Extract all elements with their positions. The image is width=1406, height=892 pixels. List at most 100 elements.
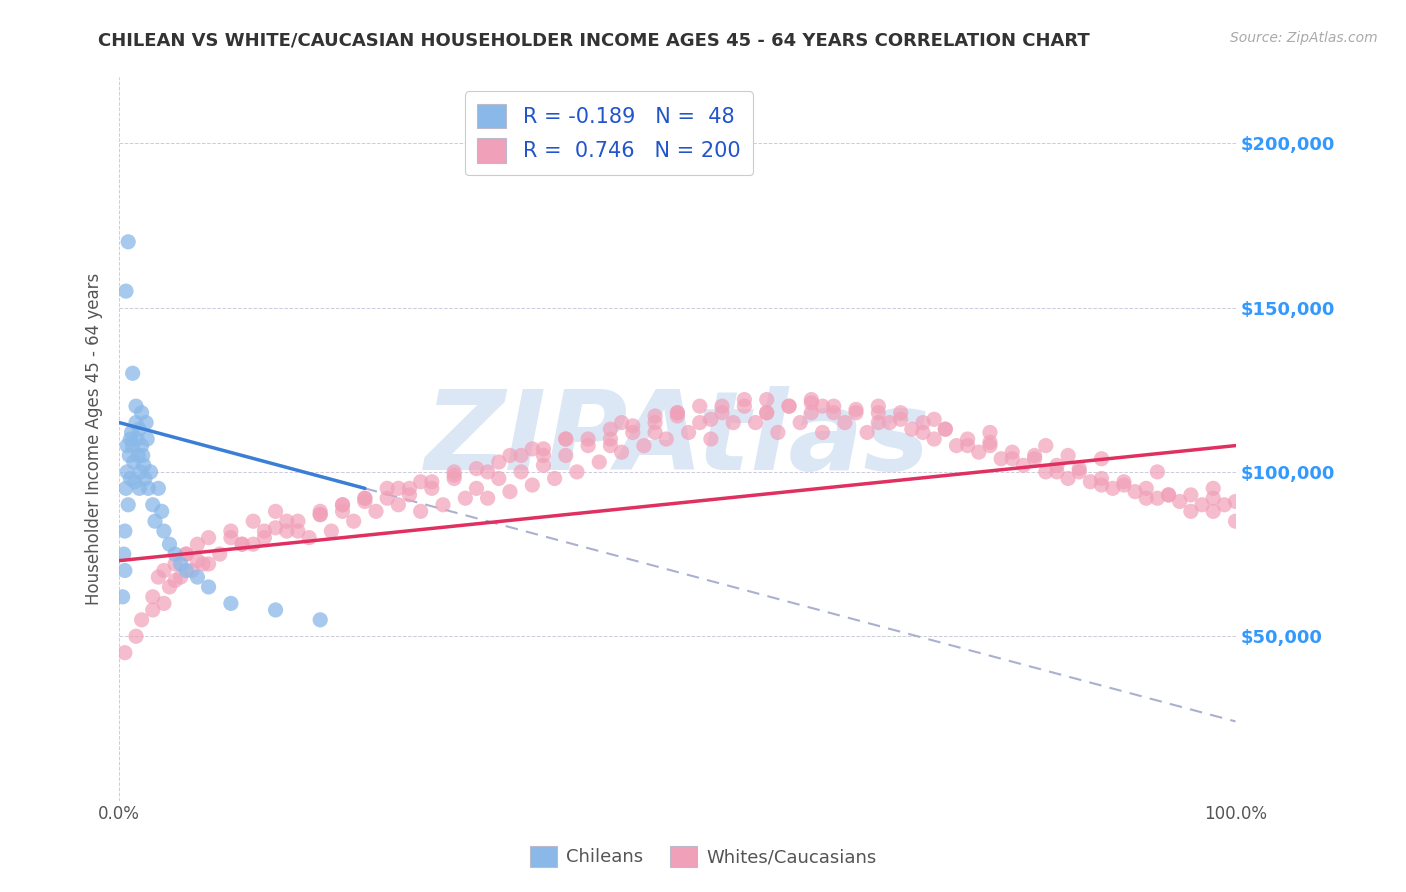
Point (364, 504, 387, 518)
Point (276, 514, 298, 528)
Point (174, 547, 197, 561)
Point (124, 475, 146, 489)
Point (890, 406, 912, 420)
Point (1225, 494, 1247, 508)
Point (135, 416, 157, 430)
Point (644, 416, 666, 430)
Point (387, 481, 409, 495)
Point (112, 547, 135, 561)
Point (599, 432, 621, 446)
Point (409, 504, 432, 518)
Point (332, 504, 354, 518)
Point (956, 432, 979, 446)
Point (1057, 449, 1080, 463)
Point (610, 445, 633, 459)
Point (159, 580, 181, 594)
Point (1080, 475, 1102, 489)
Point (242, 514, 264, 528)
Point (420, 481, 443, 495)
Point (510, 449, 533, 463)
Point (121, 439, 143, 453)
Point (465, 461, 488, 475)
Point (150, 504, 173, 518)
Point (979, 435, 1001, 450)
Point (132, 458, 155, 473)
Point (811, 399, 834, 413)
Point (1090, 478, 1112, 492)
Point (120, 471, 142, 485)
Point (1191, 498, 1213, 512)
Point (554, 449, 576, 463)
Point (1146, 465, 1168, 479)
Point (1180, 504, 1202, 518)
Point (811, 425, 834, 440)
Point (666, 406, 689, 420)
Point (588, 455, 610, 469)
Point (120, 432, 142, 446)
Point (1057, 471, 1080, 485)
Point (1112, 478, 1135, 492)
Point (1123, 484, 1146, 499)
Point (332, 498, 354, 512)
Point (131, 406, 153, 420)
Text: ZIPAtlas: ZIPAtlas (425, 385, 931, 492)
Point (125, 399, 148, 413)
Point (165, 557, 187, 571)
Point (465, 481, 488, 495)
Point (1135, 481, 1157, 495)
Point (159, 537, 181, 551)
Point (911, 416, 934, 430)
Point (169, 570, 191, 584)
Point (554, 432, 576, 446)
Point (1157, 488, 1180, 502)
Point (644, 409, 666, 423)
Point (127, 432, 149, 446)
Point (934, 422, 956, 436)
Point (711, 399, 734, 413)
Point (287, 514, 309, 528)
Point (197, 580, 219, 594)
Point (298, 531, 321, 545)
Point (136, 481, 159, 495)
Point (165, 547, 187, 561)
Point (443, 468, 465, 483)
Point (934, 422, 956, 436)
Point (1024, 451, 1046, 466)
Point (231, 537, 253, 551)
Point (744, 416, 766, 430)
Point (576, 439, 599, 453)
Point (845, 406, 868, 420)
Point (1012, 458, 1035, 473)
Point (1135, 491, 1157, 506)
Point (387, 498, 409, 512)
Point (165, 574, 187, 588)
Point (621, 425, 644, 440)
Point (186, 537, 208, 551)
Point (1090, 451, 1112, 466)
Point (1090, 471, 1112, 485)
Point (219, 524, 242, 538)
Point (264, 603, 287, 617)
Point (128, 481, 150, 495)
Point (755, 406, 778, 420)
Point (922, 412, 945, 426)
Point (554, 432, 576, 446)
Text: CHILEAN VS WHITE/CAUCASIAN HOUSEHOLDER INCOME AGES 45 - 64 YEARS CORRELATION CHA: CHILEAN VS WHITE/CAUCASIAN HOUSEHOLDER I… (98, 31, 1090, 49)
Point (264, 504, 287, 518)
Point (1146, 491, 1168, 506)
Point (121, 425, 143, 440)
Point (117, 498, 139, 512)
Point (398, 488, 420, 502)
Point (488, 471, 510, 485)
Point (945, 439, 967, 453)
Point (599, 422, 621, 436)
Point (879, 416, 901, 430)
Point (287, 524, 309, 538)
Point (139, 465, 162, 479)
Point (1035, 439, 1057, 453)
Point (800, 392, 823, 407)
Point (755, 392, 778, 407)
Point (1069, 461, 1091, 475)
Point (800, 406, 823, 420)
Point (533, 442, 555, 456)
